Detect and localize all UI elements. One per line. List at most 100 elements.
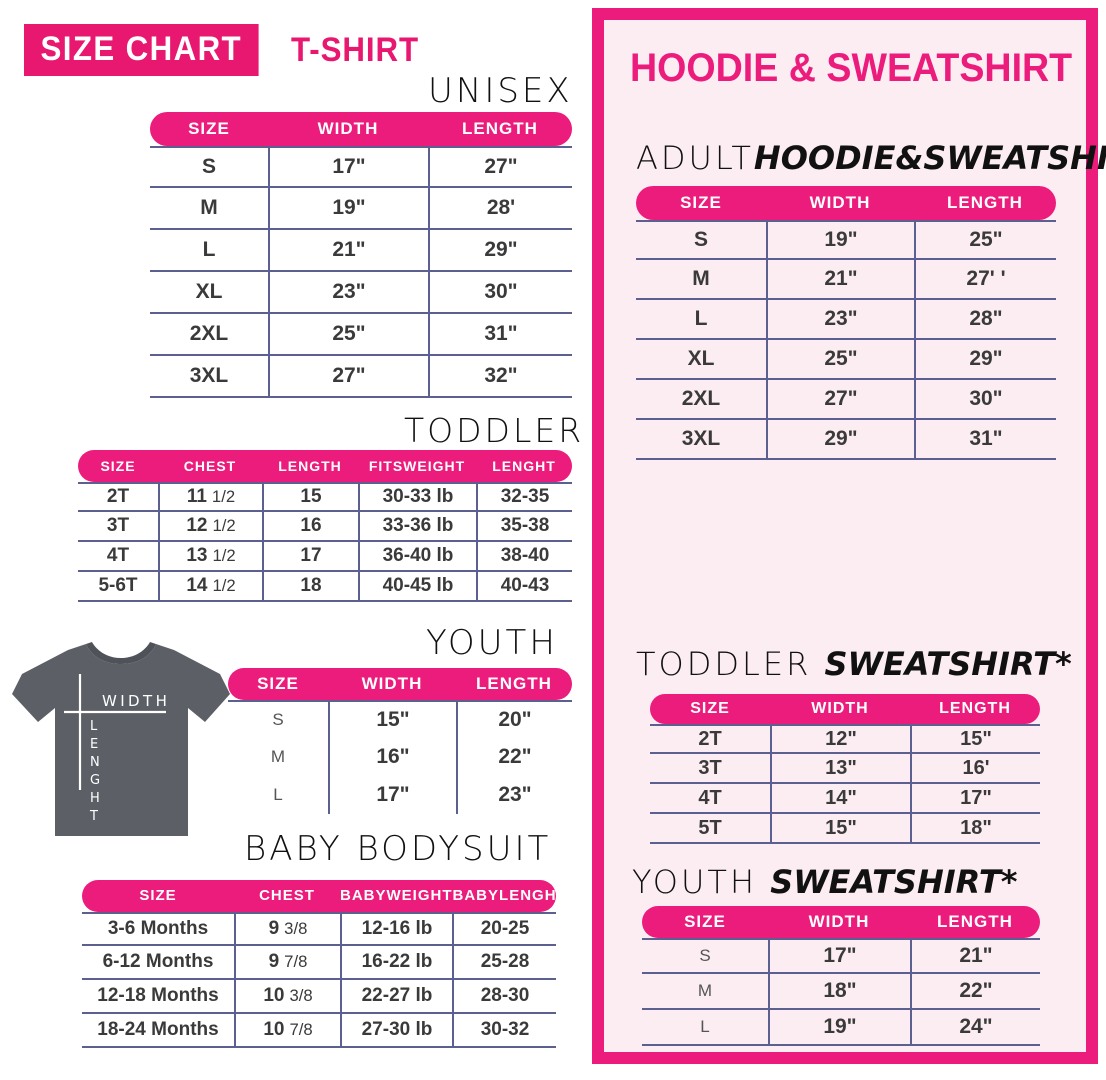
table-row: L 19" 24": [642, 1010, 1040, 1046]
table-cell: 28': [428, 188, 572, 228]
table-cell: 40-43: [476, 572, 572, 600]
column-header-line: LENGTH: [462, 119, 538, 139]
table-cell: 20-25: [452, 914, 556, 944]
tshirt-length-label: L: [90, 719, 98, 734]
svg-text:G: G: [90, 773, 100, 788]
cell-fraction: 1/2: [212, 516, 236, 535]
table-cell: 3T: [106, 515, 130, 536]
table-cell: 27": [766, 380, 914, 418]
table-cell: 12 1/2: [158, 512, 262, 540]
table-cell: 13": [770, 754, 910, 782]
table-cell: 2XL: [189, 322, 229, 345]
table-cell: 15": [328, 702, 456, 738]
column-header: BABY WEIGHT: [340, 880, 453, 912]
table-cell: 17": [268, 148, 428, 186]
table-toddler: SIZE CHEST LENGTH FITS WEIGHT LENGHT 2T 11 1/2 15…: [78, 450, 572, 602]
table-row: 3T 13" 16': [650, 754, 1040, 784]
column-header: WIDTH: [770, 694, 910, 724]
table-cell: 21": [910, 940, 1040, 972]
cell-fraction: 3/8: [289, 986, 313, 1005]
table-cell: S: [699, 946, 711, 965]
table-row: S 17" 27": [150, 146, 572, 188]
table-cell: 35-38: [476, 512, 572, 540]
table-cell: XL: [195, 280, 223, 303]
table-header-row: SIZE WIDTH LENGTH: [642, 906, 1040, 938]
column-header-line: SIZE: [100, 457, 136, 474]
section-heading-unisex: UNISEX: [428, 71, 573, 111]
table-header-row: SIZE WIDTH LENGTH: [636, 186, 1056, 220]
table-cell: L: [694, 307, 708, 330]
column-header: FITS WEIGHT: [358, 450, 476, 482]
table-cell: 30-32: [452, 1014, 556, 1046]
table-cell: 25": [914, 222, 1056, 258]
section-heading-toddler: TODDLER: [404, 411, 585, 450]
table-cell: L: [700, 1017, 710, 1036]
column-header: SIZE: [642, 906, 768, 938]
table-cell: 40-45 lb: [358, 572, 476, 600]
table-cell: 32": [428, 356, 572, 396]
table-cell: 30": [914, 380, 1056, 418]
table-cell: 31": [428, 314, 572, 354]
table-header-row: SIZE WIDTH LENGTH: [228, 668, 572, 700]
table-cell: 36-40 lb: [358, 542, 476, 570]
table-cell: 15: [262, 484, 358, 510]
cell-fraction: 7/8: [284, 952, 308, 971]
table-cell: 19": [768, 1010, 910, 1044]
table-row: 2T 12" 15": [650, 724, 1040, 754]
table-cell: 5T: [698, 816, 722, 839]
column-header: LENGTH: [428, 112, 572, 146]
column-header: LENGTH: [262, 450, 358, 482]
cell-value: 11: [186, 486, 207, 507]
table-cell: 31": [914, 420, 1056, 458]
table-row: 3T 12 1/2 16 33-36 lb 35-38: [78, 512, 572, 542]
svg-text:T: T: [89, 809, 98, 824]
youth-sweat-heading-main: YOUTH: [632, 863, 758, 901]
table-cell: 17": [910, 784, 1040, 812]
cell-fraction: 1/2: [212, 546, 236, 565]
table-cell: 14 1/2: [158, 572, 262, 600]
column-header: LENGTH: [456, 668, 572, 700]
column-header-line: FITS: [368, 457, 404, 474]
table-cell: 17": [328, 776, 456, 814]
table-cell: 19": [268, 188, 428, 228]
table-row: 3XL 27" 32": [150, 356, 572, 398]
table-youth-sweatshirt: SIZE WIDTH LENGTH S 17" 21" M 18" 22" L 19" 24": [642, 906, 1040, 1046]
cell-fraction: 1/2: [211, 487, 236, 506]
table-cell: 24": [910, 1010, 1040, 1044]
table-cell: 25": [766, 340, 914, 378]
column-header: CHEST: [234, 880, 340, 912]
table-cell: 29": [428, 230, 572, 270]
cell-value: 12: [186, 515, 208, 536]
column-header-line: WIDTH: [811, 699, 869, 717]
youth-sweat-heading-sub: SWEATSHIRT*: [770, 863, 1018, 901]
column-header-line: SIZE: [257, 674, 299, 694]
column-header: SIZE: [650, 694, 770, 724]
table-row: XL 25" 29": [636, 340, 1056, 380]
adult-heading-sub: HOODIE&SWEATSHIRT*: [753, 139, 1106, 177]
table-cell: 30": [428, 272, 572, 312]
table-row: L 17" 23": [228, 776, 572, 814]
table-row: 6-12 Months 9 7/8 16-22 lb 25-28: [82, 946, 556, 980]
table-cell: 29": [766, 420, 914, 458]
column-header: CHEST: [158, 450, 262, 482]
column-header-line: SIZE: [139, 887, 177, 905]
cell-value: 10: [263, 985, 285, 1006]
table-cell: 18-24 Months: [97, 1019, 219, 1040]
tshirt-illustration: WIDTH L E N G H T: [8, 630, 233, 855]
cell-value: 10: [263, 1019, 285, 1040]
table-cell: 15": [770, 814, 910, 842]
table-cell: 2T: [698, 727, 722, 750]
column-header: WIDTH: [328, 668, 456, 700]
table-row: 18-24 Months 10 7/8 27-30 lb 30-32: [82, 1014, 556, 1048]
section-heading-baby-bodysuit: BABY BODYSUIT: [244, 829, 552, 869]
column-header: LENGHT: [476, 450, 572, 482]
table-cell: 18": [768, 974, 910, 1008]
table-youth: SIZE WIDTH LENGTH S 15" 20" M 16" 22" L 17" 23": [228, 668, 572, 814]
table-cell: 16": [328, 738, 456, 776]
table-cell: 19": [766, 222, 914, 258]
column-header-line: WEIGHT: [403, 457, 466, 474]
table-header-row: SIZECHESTBABYWEIGHTBABYLENGHT: [82, 880, 556, 912]
column-header-line: LENGHT: [499, 887, 556, 905]
section-heading-toddler-sweatshirt: TODDLER SWEATSHIRT*: [636, 648, 1072, 680]
section-heading-youth-sweatshirt: YOUTH SWEATSHIRT*: [632, 866, 1017, 898]
